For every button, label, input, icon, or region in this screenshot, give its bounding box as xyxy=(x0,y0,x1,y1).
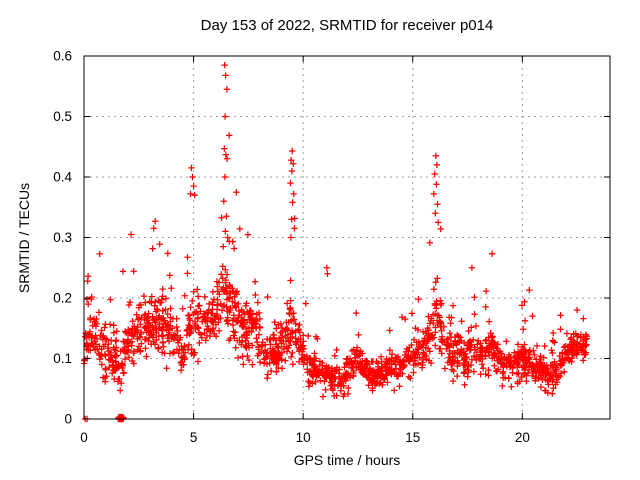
svg-text:0.3: 0.3 xyxy=(53,230,72,245)
chart-title: Day 153 of 2022, SRMTID for receiver p01… xyxy=(200,17,494,34)
svg-text:10: 10 xyxy=(296,430,311,445)
svg-text:0: 0 xyxy=(80,430,88,445)
svg-text:0: 0 xyxy=(64,412,72,427)
svg-text:0.1: 0.1 xyxy=(53,351,72,366)
axis-ticks xyxy=(83,55,610,420)
svg-text:0.6: 0.6 xyxy=(53,49,72,64)
data-points xyxy=(80,61,590,423)
svg-text:0.4: 0.4 xyxy=(53,170,72,185)
svg-text:15: 15 xyxy=(405,430,420,445)
x-axis-title: GPS time / hours xyxy=(293,452,401,468)
y-tick-labels: 0 0.1 0.2 0.3 0.4 0.5 0.6 xyxy=(53,49,72,427)
svg-text:0.2: 0.2 xyxy=(53,291,72,306)
svg-text:0.5: 0.5 xyxy=(53,109,72,124)
svg-text:5: 5 xyxy=(190,430,198,445)
svg-text:20: 20 xyxy=(515,430,530,445)
x-tick-labels: 0 5 10 15 20 xyxy=(80,430,530,445)
